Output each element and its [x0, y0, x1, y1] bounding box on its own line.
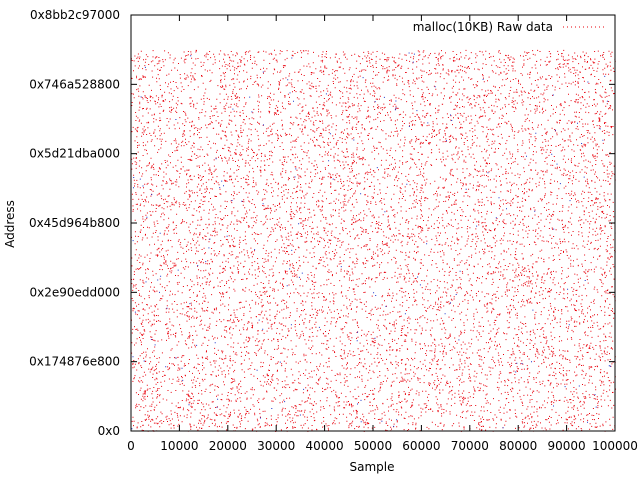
x-tick-label: 60000: [402, 439, 440, 453]
y-axis-label: Address: [3, 200, 17, 248]
y-tick-label: 0x45d964b800: [29, 216, 120, 230]
x-axis-label: Sample: [350, 460, 395, 474]
legend-label: malloc(10KB) Raw data: [413, 20, 553, 34]
y-axis-ticks: 0x0 0x174876e800 0x2e90edd000 0x45d964b800 0…: [29, 8, 615, 438]
y-tick-label: 0x5d21dba000: [29, 147, 120, 161]
x-tick-label: 50000: [354, 439, 392, 453]
x-tick-label: 70000: [451, 439, 489, 453]
y-tick-label: 0x746a528800: [29, 77, 120, 91]
y-tick-label: 0x0: [98, 424, 120, 438]
x-tick-label: 100000: [592, 439, 638, 453]
y-tick-label: 0x2e90edd000: [29, 285, 120, 299]
x-tick-label: 10000: [160, 439, 198, 453]
x-tick-label: 40000: [306, 439, 344, 453]
x-tick-label: 30000: [257, 439, 295, 453]
x-tick-label: 20000: [209, 439, 247, 453]
y-tick-label: 0x174876e800: [29, 355, 120, 369]
series-points: [131, 49, 616, 433]
y-tick-label: 0x8bb2c97000: [30, 8, 120, 22]
legend: malloc(10KB) Raw data: [413, 20, 607, 34]
data-points: [131, 49, 616, 433]
x-axis-ticks: 0 10000 20000 30000 40000 50000 60000 70000 8000…: [127, 15, 638, 453]
x-tick-label: 90000: [548, 439, 586, 453]
x-tick-label: 80000: [499, 439, 537, 453]
x-tick-label: 0: [127, 439, 135, 453]
